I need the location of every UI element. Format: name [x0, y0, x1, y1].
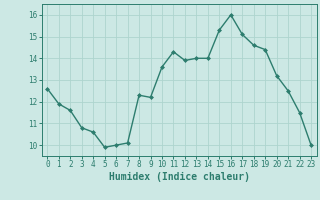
X-axis label: Humidex (Indice chaleur): Humidex (Indice chaleur) [109, 172, 250, 182]
